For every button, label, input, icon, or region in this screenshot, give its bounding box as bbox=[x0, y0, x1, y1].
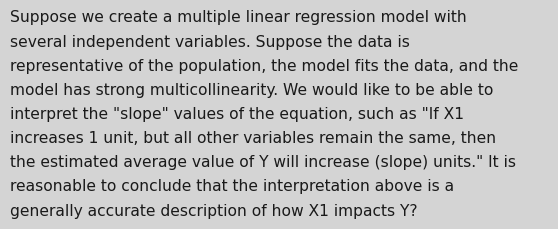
Text: model has strong multicollinearity. We would like to be able to: model has strong multicollinearity. We w… bbox=[10, 82, 493, 97]
Text: Suppose we create a multiple linear regression model with: Suppose we create a multiple linear regr… bbox=[10, 10, 467, 25]
Text: representative of the population, the model fits the data, and the: representative of the population, the mo… bbox=[10, 58, 518, 73]
Text: reasonable to conclude that the interpretation above is a: reasonable to conclude that the interpre… bbox=[10, 179, 454, 194]
Text: increases 1 unit, but all other variables remain the same, then: increases 1 unit, but all other variable… bbox=[10, 131, 496, 145]
Text: the estimated average value of Y will increase (slope) units." It is: the estimated average value of Y will in… bbox=[10, 155, 516, 169]
Text: generally accurate description of how X1 impacts Y?: generally accurate description of how X1… bbox=[10, 203, 418, 218]
Text: several independent variables. Suppose the data is: several independent variables. Suppose t… bbox=[10, 34, 410, 49]
Text: interpret the "slope" values of the equation, such as "If X1: interpret the "slope" values of the equa… bbox=[10, 106, 464, 121]
